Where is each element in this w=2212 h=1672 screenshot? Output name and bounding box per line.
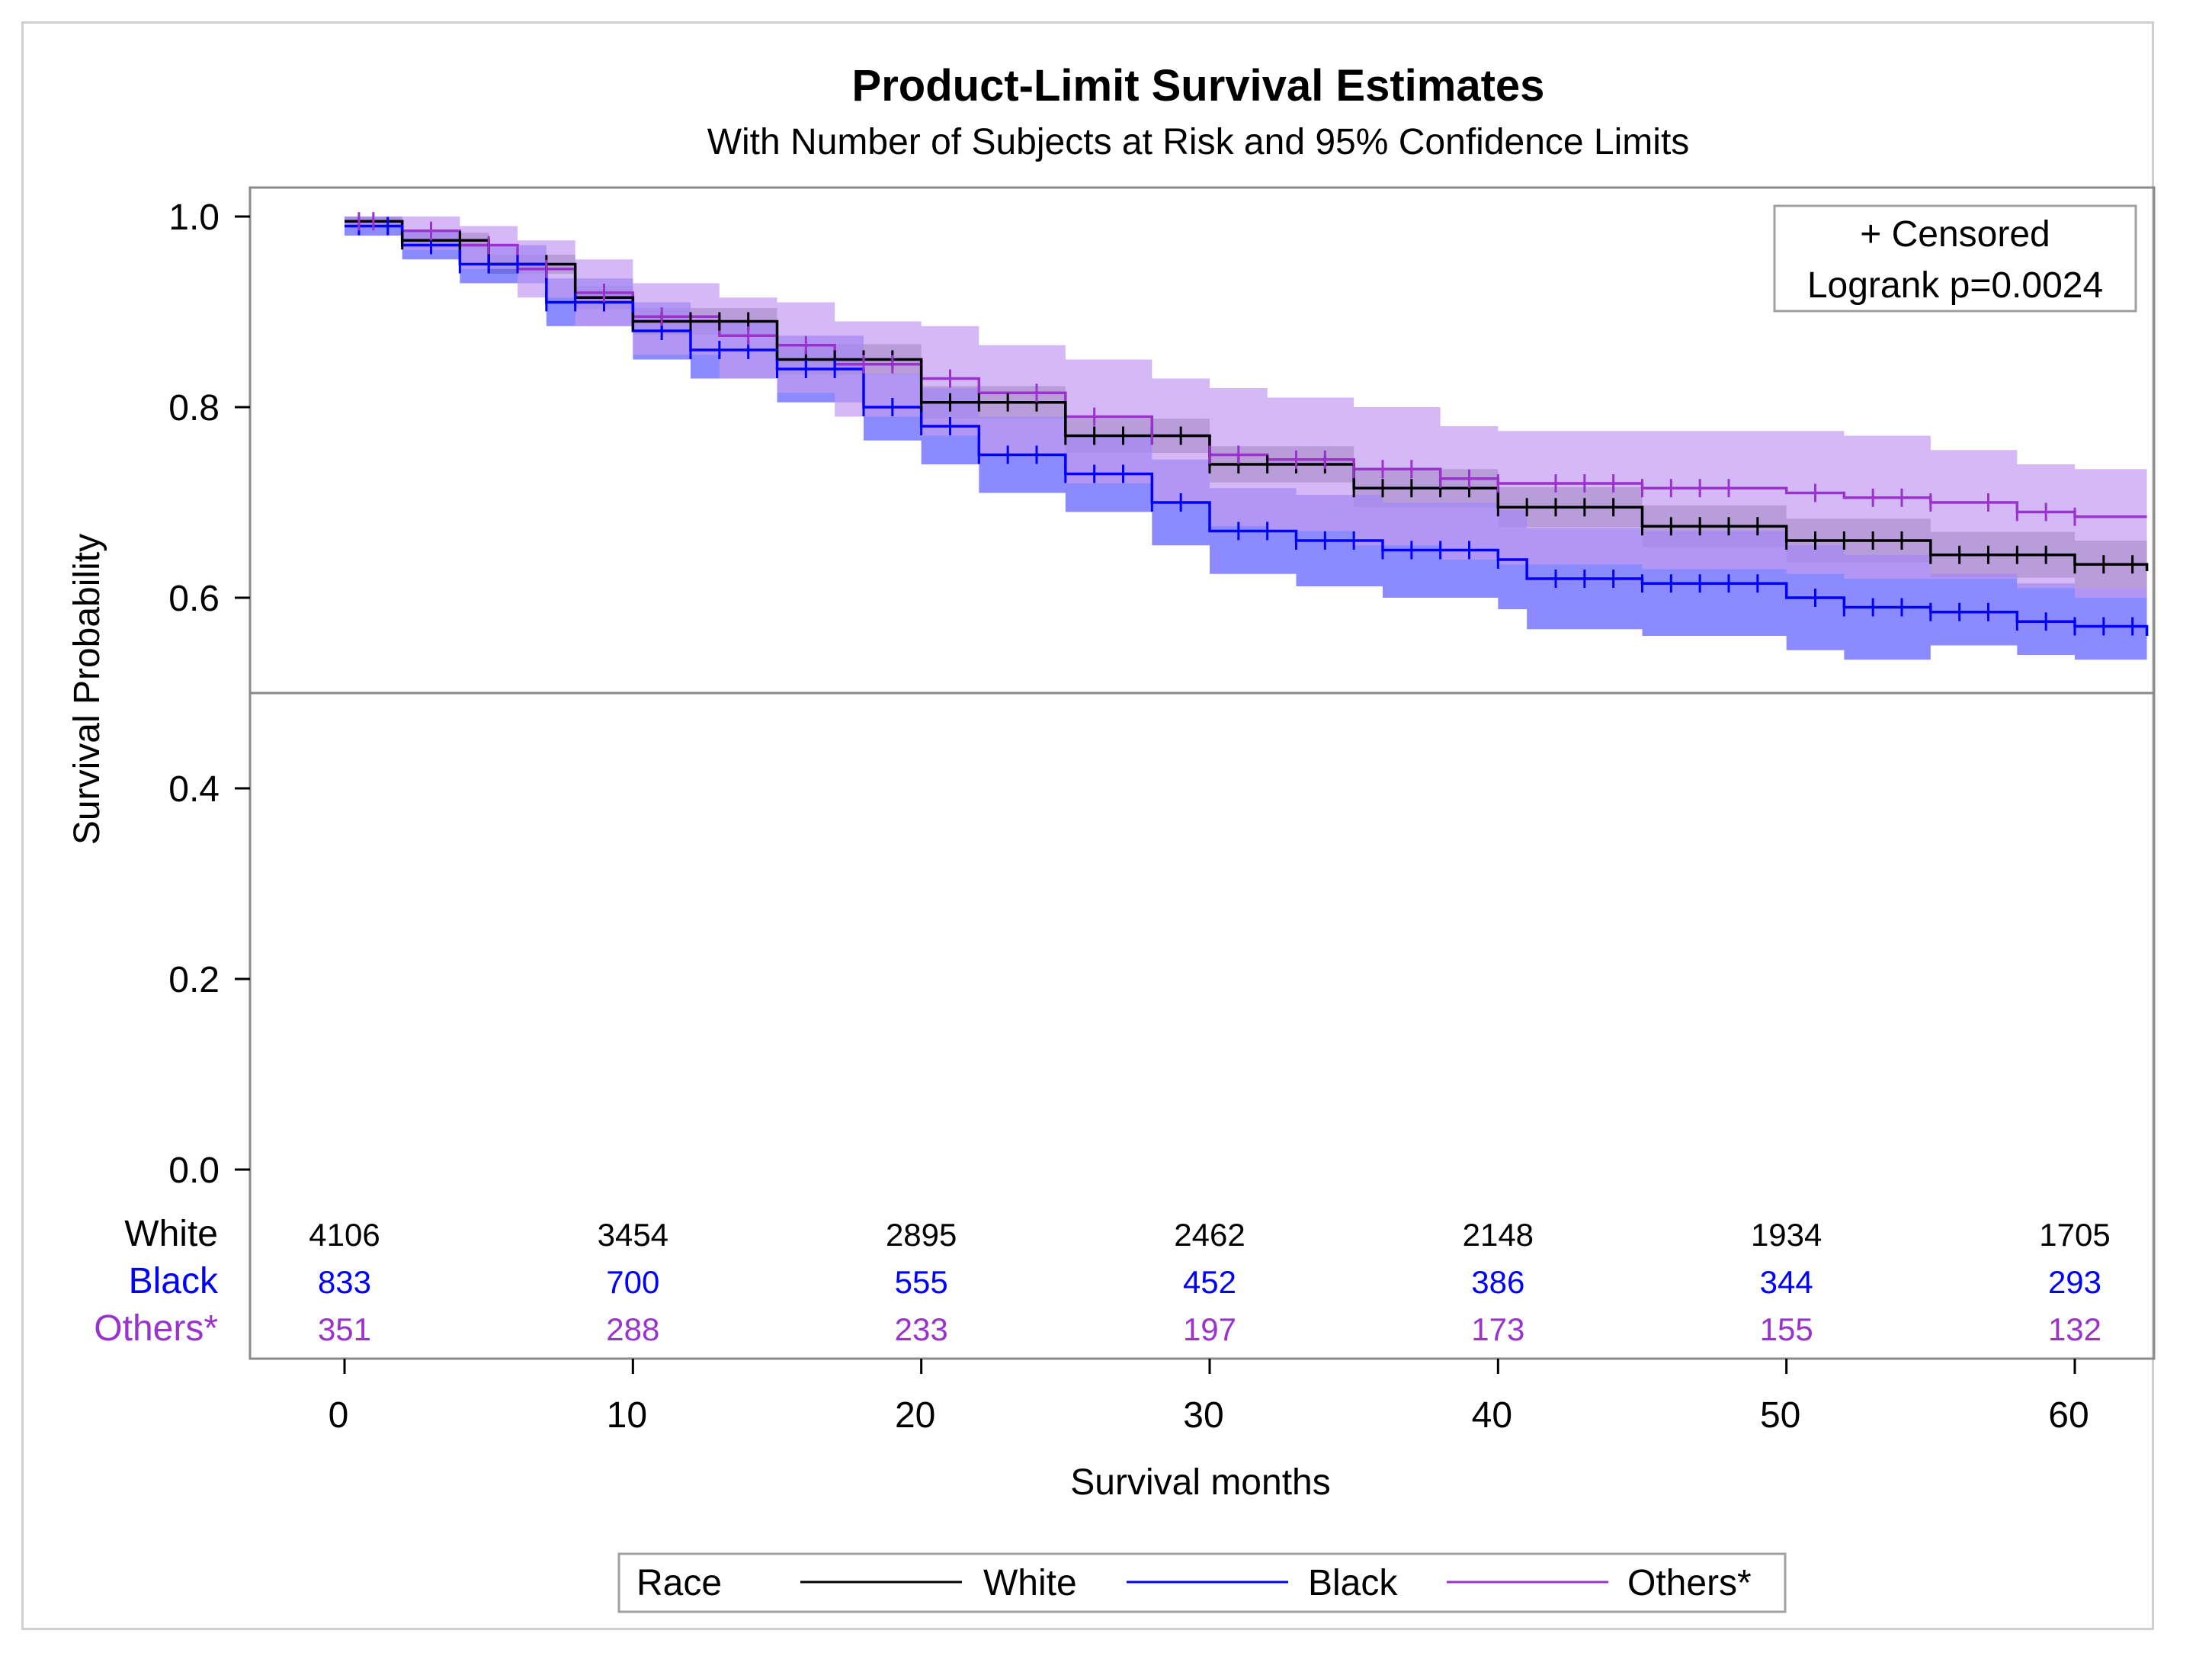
x-tick-label: 50 — [1760, 1395, 1800, 1436]
at-risk-value: 344 — [1760, 1264, 1813, 1300]
at-risk-value: 233 — [895, 1311, 948, 1347]
at-risk-value: 3454 — [598, 1217, 668, 1253]
y-tick-label: 1.0 — [168, 197, 220, 238]
at-risk-value: 833 — [318, 1264, 371, 1300]
y-tick-label: 0.0 — [168, 1151, 220, 1191]
x-axis-label: Survival months — [1070, 1462, 1330, 1503]
x-tick-label: 60 — [2048, 1395, 2089, 1436]
legend: Race White Black Others* — [617, 1552, 1787, 1613]
at-risk-value: 386 — [1471, 1264, 1524, 1300]
legend-label-black: Black — [1308, 1563, 1398, 1603]
at-risk-value: 2895 — [886, 1217, 957, 1253]
at-risk-value: 1705 — [2039, 1217, 2110, 1253]
legend-label-others: Others* — [1627, 1563, 1752, 1603]
at-risk-value: 700 — [606, 1264, 659, 1300]
x-tick-label: 0 — [329, 1395, 349, 1436]
x-tick-label: 10 — [607, 1395, 647, 1436]
legend-title: Race — [636, 1563, 722, 1603]
at-risk-value: 288 — [606, 1311, 659, 1347]
x-tick-label: 20 — [895, 1395, 935, 1436]
at-risk-value: 132 — [2048, 1311, 2101, 1347]
y-tick-label: 0.4 — [168, 769, 220, 810]
at-risk-value: 2462 — [1174, 1217, 1245, 1253]
y-tick-label: 0.6 — [168, 579, 220, 619]
censor-marks — [357, 212, 2134, 636]
confidence-bands — [345, 217, 2147, 665]
at-risk-value: 293 — [2048, 1264, 2101, 1300]
at-risk-value: 2148 — [1463, 1217, 1534, 1253]
at-risk-value: 1934 — [1751, 1217, 1822, 1253]
y-tick-label: 0.8 — [168, 388, 220, 428]
chart-title: Product-Limit Survival Estimates — [852, 61, 1545, 111]
at-risk-value: 155 — [1760, 1311, 1813, 1347]
y-axis-label: Survival Probability — [67, 534, 107, 845]
at-risk-value: 351 — [318, 1311, 371, 1347]
confidence-band-others — [345, 217, 2147, 603]
at-risk-table: White 4106 3454 2895 2462 2148 1934 1705 Black 83… — [94, 1214, 2110, 1349]
at-risk-row-label: Others* — [94, 1308, 218, 1349]
y-tick-label: 0.2 — [168, 960, 220, 1000]
x-tick-label: 30 — [1183, 1395, 1223, 1436]
plot-area — [248, 186, 2156, 1360]
legend-label-white: White — [983, 1563, 1077, 1603]
logrank-note: Logrank p=0.0024 — [1807, 265, 2103, 306]
censor-logrank-box: + Censored Logrank p=0.0024 — [1773, 204, 2137, 313]
survival-curve-white — [345, 220, 2149, 571]
at-risk-value: 173 — [1471, 1311, 1524, 1347]
y-axis: 0.0 0.2 0.4 0.6 0.8 1.0 — [168, 197, 250, 1191]
at-risk-value: 4106 — [309, 1217, 380, 1253]
censored-note: + Censored — [1860, 214, 2050, 255]
at-risk-row-label: White — [124, 1214, 218, 1254]
at-risk-value: 555 — [895, 1264, 948, 1300]
x-axis: 0 10 20 30 40 50 60 — [329, 1359, 2089, 1436]
chart-subtitle: With Number of Subjects at Risk and 95% … — [707, 122, 1690, 162]
at-risk-row-label: Black — [129, 1261, 219, 1301]
at-risk-value: 197 — [1183, 1311, 1236, 1347]
at-risk-value: 452 — [1183, 1264, 1236, 1300]
x-tick-label: 40 — [1472, 1395, 1512, 1436]
